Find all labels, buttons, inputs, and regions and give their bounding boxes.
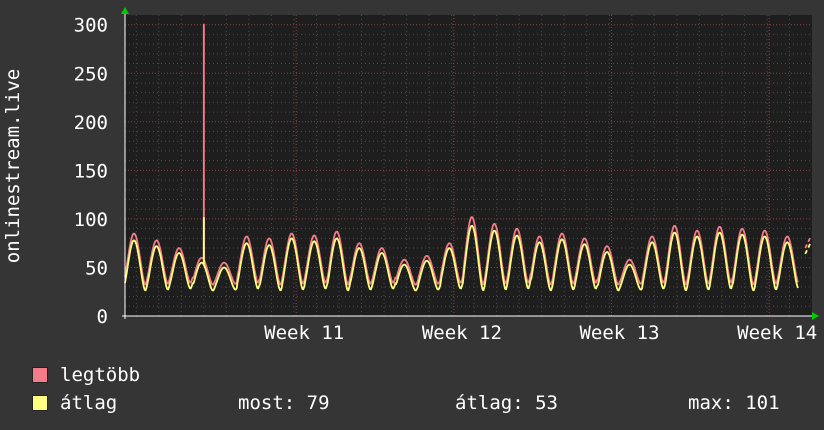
x-axis-arrow-icon <box>812 312 819 320</box>
legend-label-avg: átlag <box>60 392 118 414</box>
legend-swatch-max <box>32 367 48 383</box>
y-tick-label: 50 <box>85 257 108 279</box>
series-layer <box>124 23 812 292</box>
x-tick-label: Week 14 <box>737 322 817 344</box>
y-tick-label: 150 <box>74 160 108 182</box>
stat-average: átlag: 53 <box>455 392 558 414</box>
legend-item-avg: átlag <box>32 392 117 414</box>
y-axis-label: onlinestream.live <box>2 69 24 263</box>
x-tick-labels: Week 11 Week 12 Week 13 Week 14 <box>264 322 817 344</box>
legend-item-max: legtöbb <box>32 364 140 386</box>
y-tick-label: 0 <box>97 306 108 328</box>
legend-label-max: legtöbb <box>60 364 141 386</box>
series-line-avg <box>124 217 799 292</box>
stat-current: most: 79 <box>238 392 330 414</box>
series-tail-avg <box>804 241 812 255</box>
series-tail-max <box>804 235 812 249</box>
series-line-max <box>124 23 799 286</box>
y-tick-label: 100 <box>74 209 108 231</box>
x-tick-label: Week 12 <box>422 322 502 344</box>
y-tick-labels: 0 50 100 150 200 250 300 <box>74 15 108 328</box>
y-tick-label: 250 <box>74 63 108 85</box>
y-axis-arrow-icon <box>121 7 129 14</box>
y-tick-label: 300 <box>74 15 108 37</box>
stat-max: max: 101 <box>688 392 780 414</box>
x-tick-label: Week 11 <box>264 322 344 344</box>
legend-swatch-avg <box>32 395 48 411</box>
x-tick-label: Week 13 <box>579 322 659 344</box>
axes <box>121 7 819 320</box>
y-tick-label: 200 <box>74 112 108 134</box>
